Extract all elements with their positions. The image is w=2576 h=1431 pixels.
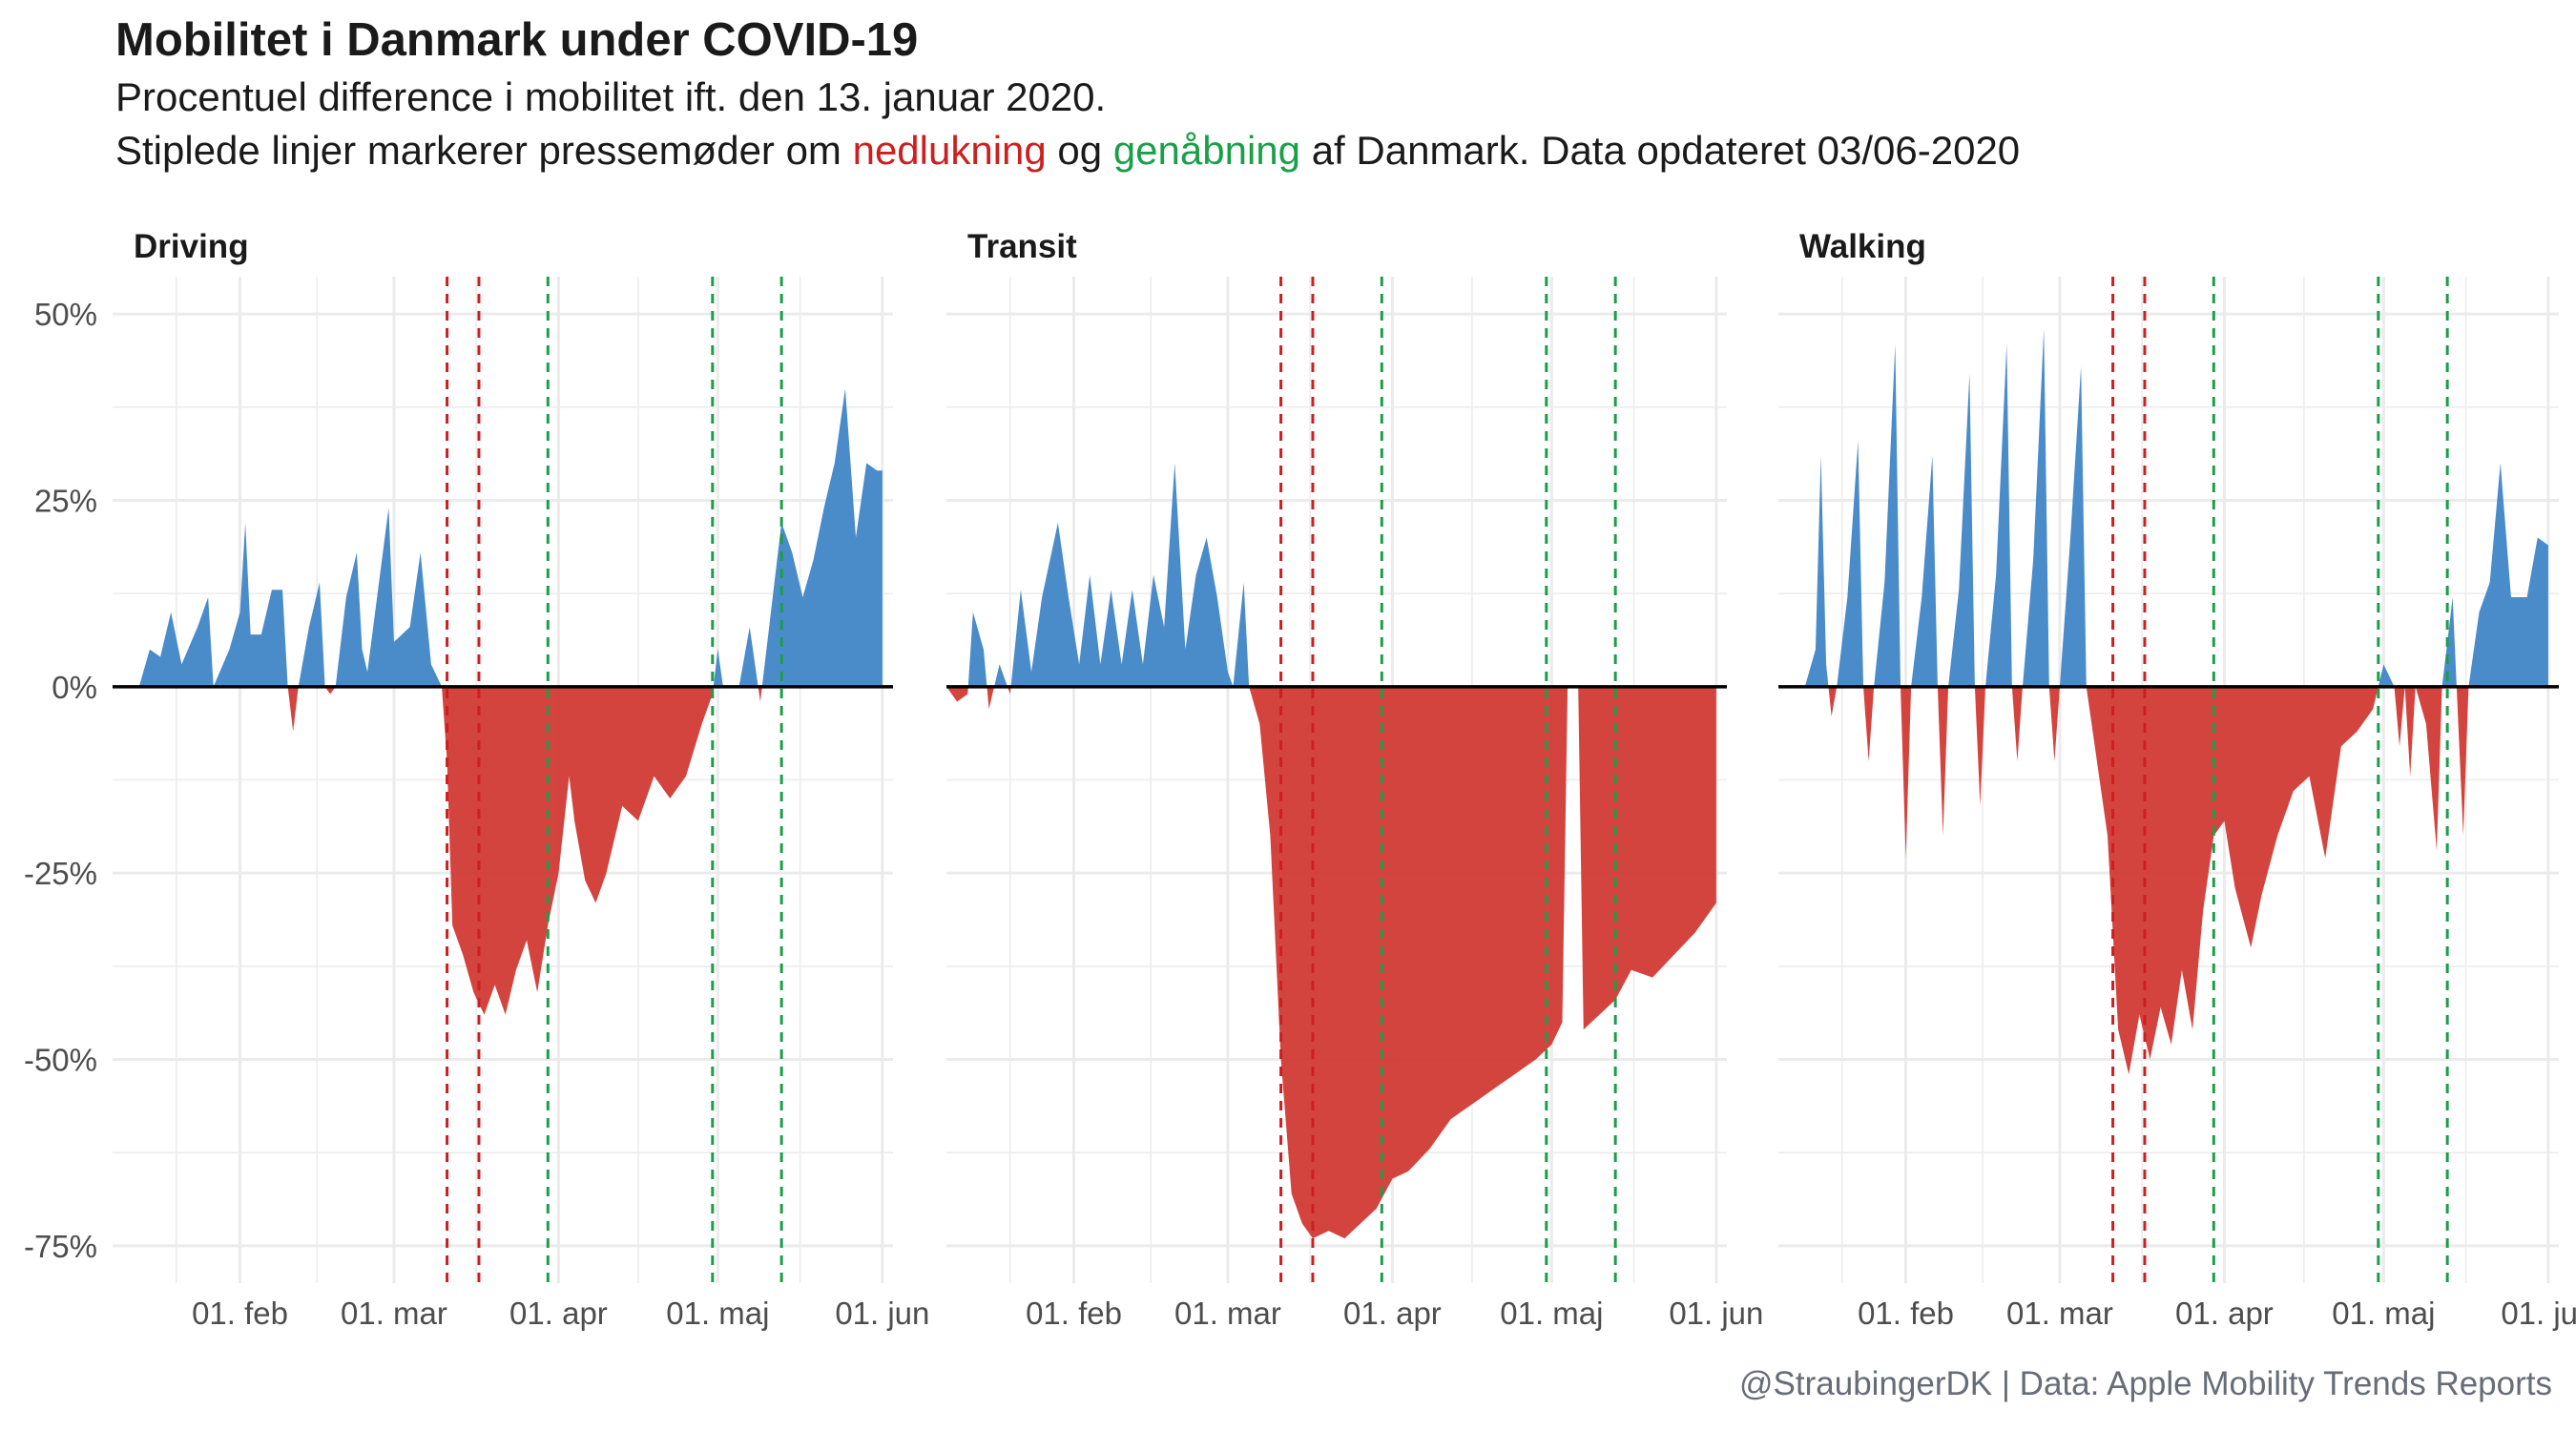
x-tick-label: 01. apr [2175,1296,2274,1331]
x-tick-label: 01. maj [2332,1296,2435,1331]
area-negative [946,686,1716,1239]
x-tick-label: 01. jun [835,1296,929,1331]
panel-driving: Driving 01. feb 01. mar 01. apr 01. maj 01. j… [113,228,929,1331]
area-positive [946,463,1716,687]
subtitle-lockdown-word: nedlukning [852,128,1047,173]
area-negative [138,686,883,1015]
y-tick-label: -50% [24,1043,97,1078]
panel-walking: Walking 01. feb 01. mar 01. apr 01. maj 01. j… [1778,228,2576,1331]
panel-title: Transit [967,228,1077,265]
panel-title: Walking [1799,228,1926,265]
panel-transit: Transit 01. feb 01. mar 01. apr 01. maj 01. j… [946,228,1763,1331]
x-tick-label: 01. mar [1174,1296,1281,1331]
y-tick-label: 0% [52,670,97,705]
panel-title: Driving [134,228,249,265]
x-tick-label: 01. feb [1026,1296,1122,1331]
x-tick-label: 01. maj [666,1296,769,1331]
x-tick-label: 01. apr [1343,1296,1442,1331]
chart-subtitle-line2: Stiplede linjer markerer pressemøder om … [115,124,2520,177]
subtitle-text-mid: og [1046,128,1113,173]
subtitle-text-pre: Stiplede linjer markerer pressemøder om [115,128,853,173]
y-tick-label: -75% [24,1229,97,1264]
chart-header: Mobilitet i Danmark under COVID-19 Proce… [115,10,2520,177]
area-positive [138,388,883,687]
y-tick-label: -25% [24,856,97,891]
x-tick-label: 01. mar [341,1296,447,1331]
x-tick-label: 01. apr [509,1296,608,1331]
y-tick-label: 50% [34,297,97,332]
chart-subtitle-line1: Procentuel difference i mobilitet ift. d… [115,74,1107,119]
x-tick-label: 01. maj [1500,1296,1603,1331]
x-tick-label: 01. feb [192,1296,288,1331]
x-tick-label: 01. jun [1669,1296,1763,1331]
y-tick-label: 25% [34,483,97,518]
subtitle-reopening-word: genåbning [1112,128,1301,173]
chart-title: Mobilitet i Danmark under COVID-19 [115,14,919,66]
area-positive [1804,328,2548,687]
source-caption: @StraubingerDK | Data: Apple Mobility Tr… [1739,1365,2552,1402]
x-tick-label: 01. jun [2501,1296,2576,1331]
area-negative [1804,686,2548,1075]
x-tick-label: 01. feb [1858,1296,1954,1331]
subtitle-text-post: af Danmark. Data opdateret 03/06-2020 [1300,128,2021,173]
x-tick-label: 01. mar [2006,1296,2113,1331]
